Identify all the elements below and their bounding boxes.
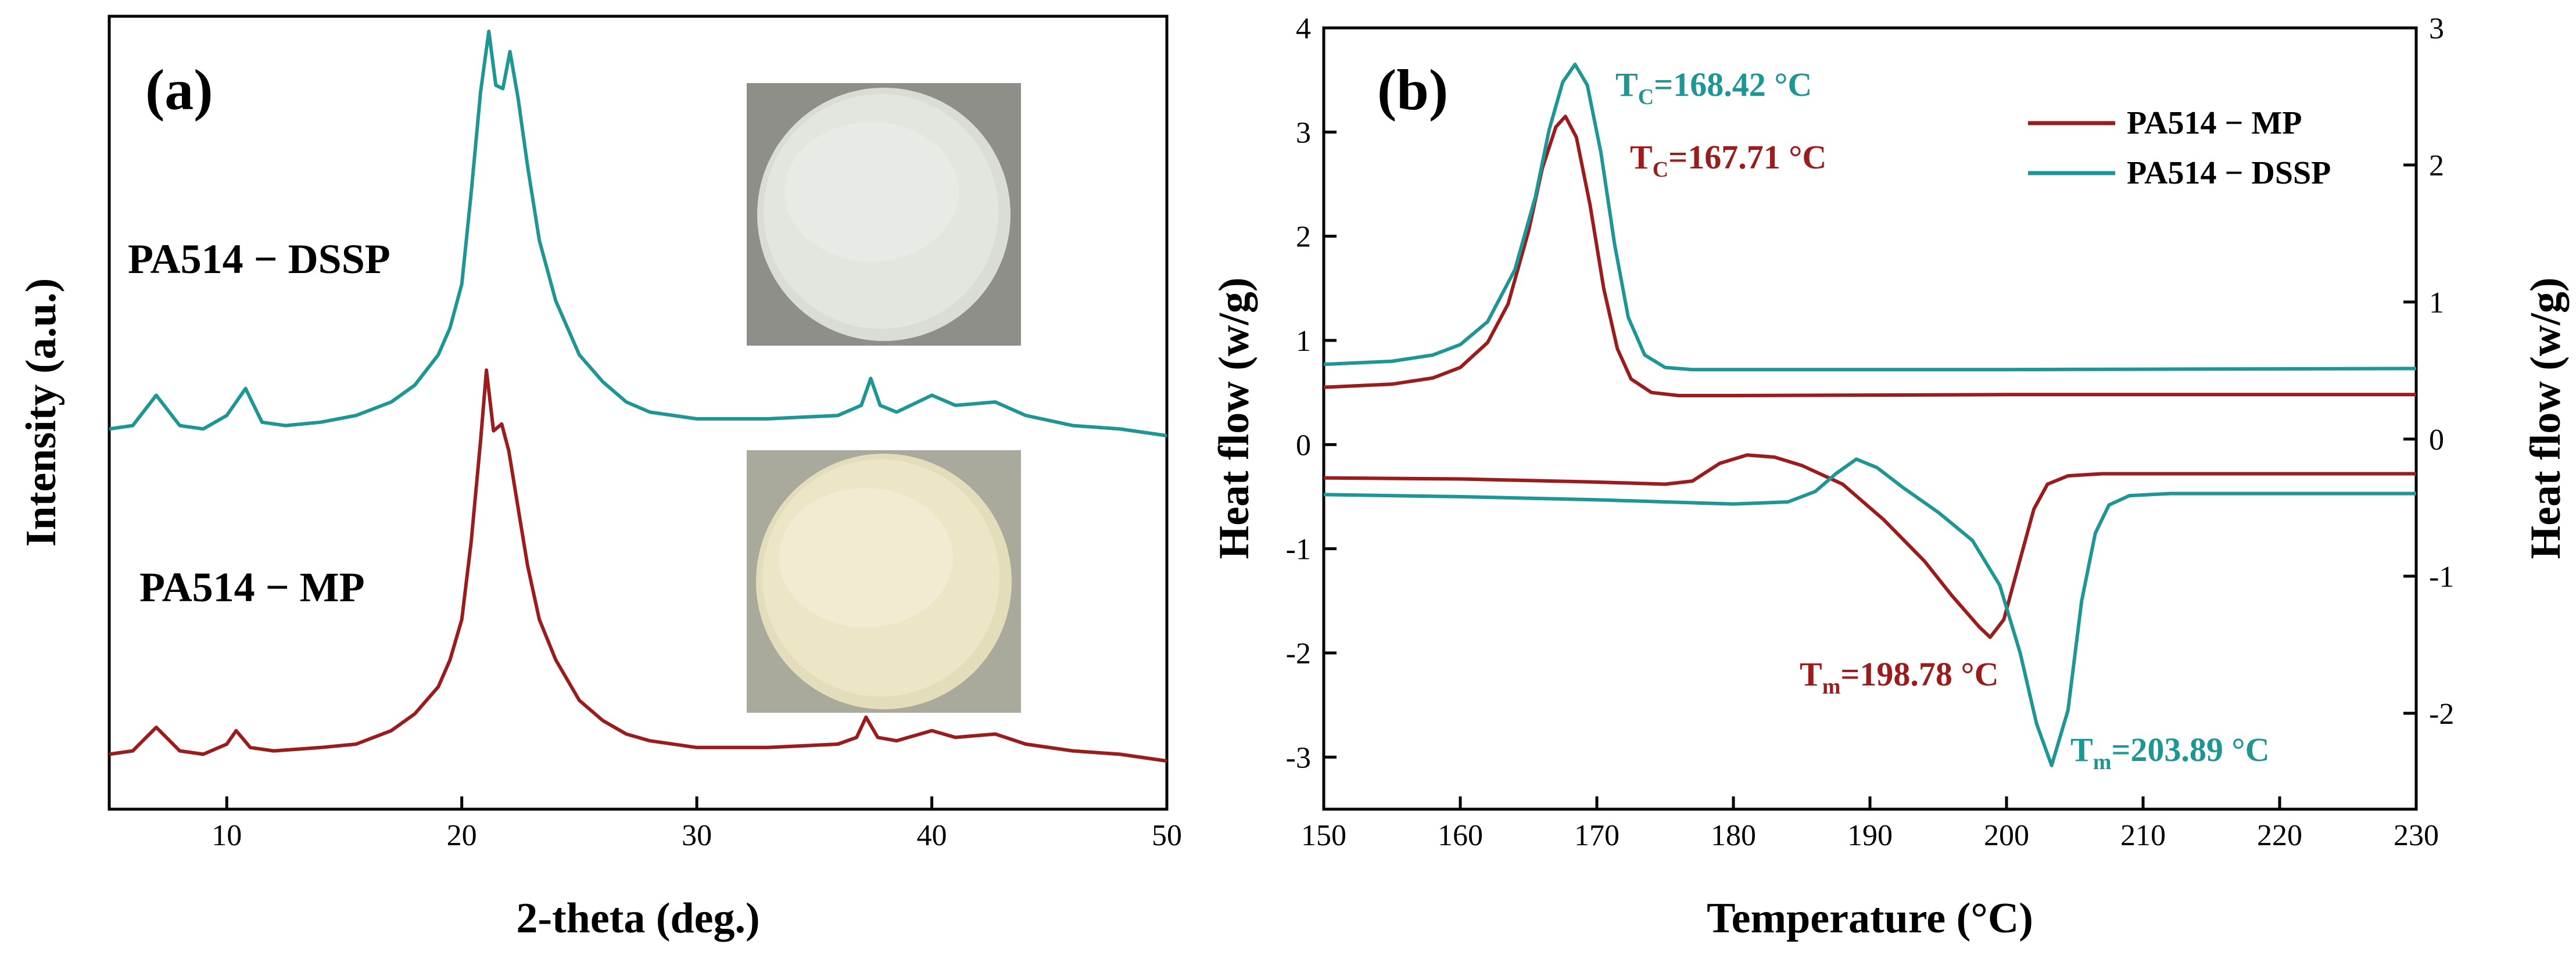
panel-b-right-y-tick-label: 0 <box>2429 423 2444 457</box>
series-line-dssp-heating <box>1323 457 2416 767</box>
panel-b-dsc-chart: 150 160 170 180 190 200 210 220 230 43210-1-2-3 … <box>1210 12 2570 942</box>
panel-b-x-tick-label: 200 <box>1984 819 2029 852</box>
panel-a-lines <box>109 30 1167 763</box>
panel-a-xrd-chart: 10 20 30 40 50 (a) PA514 − DSSP PA514 − MP 2… <box>17 15 1182 942</box>
panel-b-x-ticks: 150 160 170 180 190 200 210 220 230 <box>1301 796 2439 852</box>
panel-a-y-axis-title: Intensity (a.u.) <box>17 278 65 547</box>
panel-b-right-y-tick-label: -1 <box>2429 561 2454 594</box>
panel-a-plot-frame <box>108 15 1169 811</box>
panel-b-right-y-tick-label: -2 <box>2429 698 2454 731</box>
series-line-mp <box>109 368 1167 763</box>
panel-b-left-y-tick-label: 2 <box>1296 221 1311 254</box>
series-label-mp: PA514 − MP <box>139 564 365 611</box>
annotation-tm-mp: Tm=198.78 °C <box>1800 655 1998 699</box>
series-line-dssp-cooling <box>1323 62 2417 372</box>
panel-a-x-axis-title: 2-theta (deg.) <box>516 895 759 942</box>
panel-b-right-y-tick-label: 2 <box>2429 149 2444 182</box>
panel-b-left-y-tick-label: 3 <box>1296 116 1311 149</box>
annotation-tc-mp: TC=167.71 °C <box>1630 138 1826 182</box>
panel-a-label: (a) <box>145 58 213 122</box>
series-line-dssp <box>109 30 1167 437</box>
panel-b-x-tick-label: 230 <box>2394 819 2439 852</box>
panel-b-x-tick-label: 170 <box>1574 819 1620 852</box>
panel-b-legend: PA514 − MP PA514 − DSSP <box>2028 105 2331 191</box>
panel-b-x-axis-title: Temperature (°C) <box>1707 895 2033 942</box>
panel-b-left-y-tick-label: -2 <box>1286 637 1311 670</box>
panel-b-right-y-tick-label: 3 <box>2429 12 2444 45</box>
series-line-mp-heating <box>1323 453 2416 640</box>
panel-b-x-tick-label: 190 <box>1847 819 1893 852</box>
panel-b-left-y-axis-title: Heat flow (w/g) <box>1210 278 1258 559</box>
legend-label-dssp: PA514 − DSSP <box>2127 155 2331 191</box>
sample-photo-dssp <box>747 83 1021 346</box>
panel-a-x-tick-label: 10 <box>212 819 242 852</box>
panel-b-left-y-tick-label: 1 <box>1296 325 1311 358</box>
panel-b-x-tick-label: 210 <box>2120 819 2166 852</box>
panel-b-x-tick-label: 180 <box>1711 819 1756 852</box>
series-line-mp-cooling <box>1323 114 2416 397</box>
panel-b-label: (b) <box>1377 58 1448 122</box>
panel-b-right-y-ticks: 3 2 1 0 -1 -2 <box>2403 12 2454 731</box>
panel-a-x-tick-label: 50 <box>1152 819 1182 852</box>
panel-b-x-tick-label: 220 <box>2257 819 2302 852</box>
annotation-tm-dssp: Tm=203.89 °C <box>2070 731 2269 774</box>
sample-photo-mp <box>747 450 1021 713</box>
panel-b-right-y-axis-title: Heat flow (w/g) <box>2522 278 2570 559</box>
panel-a-x-ticks: 10 20 30 40 50 <box>212 796 1182 852</box>
panel-b-left-y-tick-label: -1 <box>1286 533 1311 566</box>
legend-label-mp: PA514 − MP <box>2127 105 2302 141</box>
panel-b-left-y-ticks: 4 3 2 1 0 -1 -2 -3 <box>1286 12 1337 774</box>
panel-a-x-tick-label: 40 <box>917 819 947 852</box>
series-label-dssp: PA514 − DSSP <box>128 236 390 282</box>
panel-a-x-tick-label: 20 <box>447 819 477 852</box>
panel-a-x-tick-label: 30 <box>682 819 712 852</box>
annotation-tc-dssp: TC=168.42 °C <box>1615 66 1812 109</box>
panel-b-left-y-tick-label: 0 <box>1296 429 1311 462</box>
panel-b-x-tick-label: 150 <box>1301 819 1346 852</box>
panel-b-lines <box>1323 62 2417 767</box>
panel-b-left-y-tick-label: 4 <box>1296 12 1311 45</box>
panel-b-right-y-tick-label: 1 <box>2429 286 2444 319</box>
panel-b-left-y-tick-label: -3 <box>1286 741 1311 774</box>
panel-b-x-tick-label: 160 <box>1438 819 1483 852</box>
